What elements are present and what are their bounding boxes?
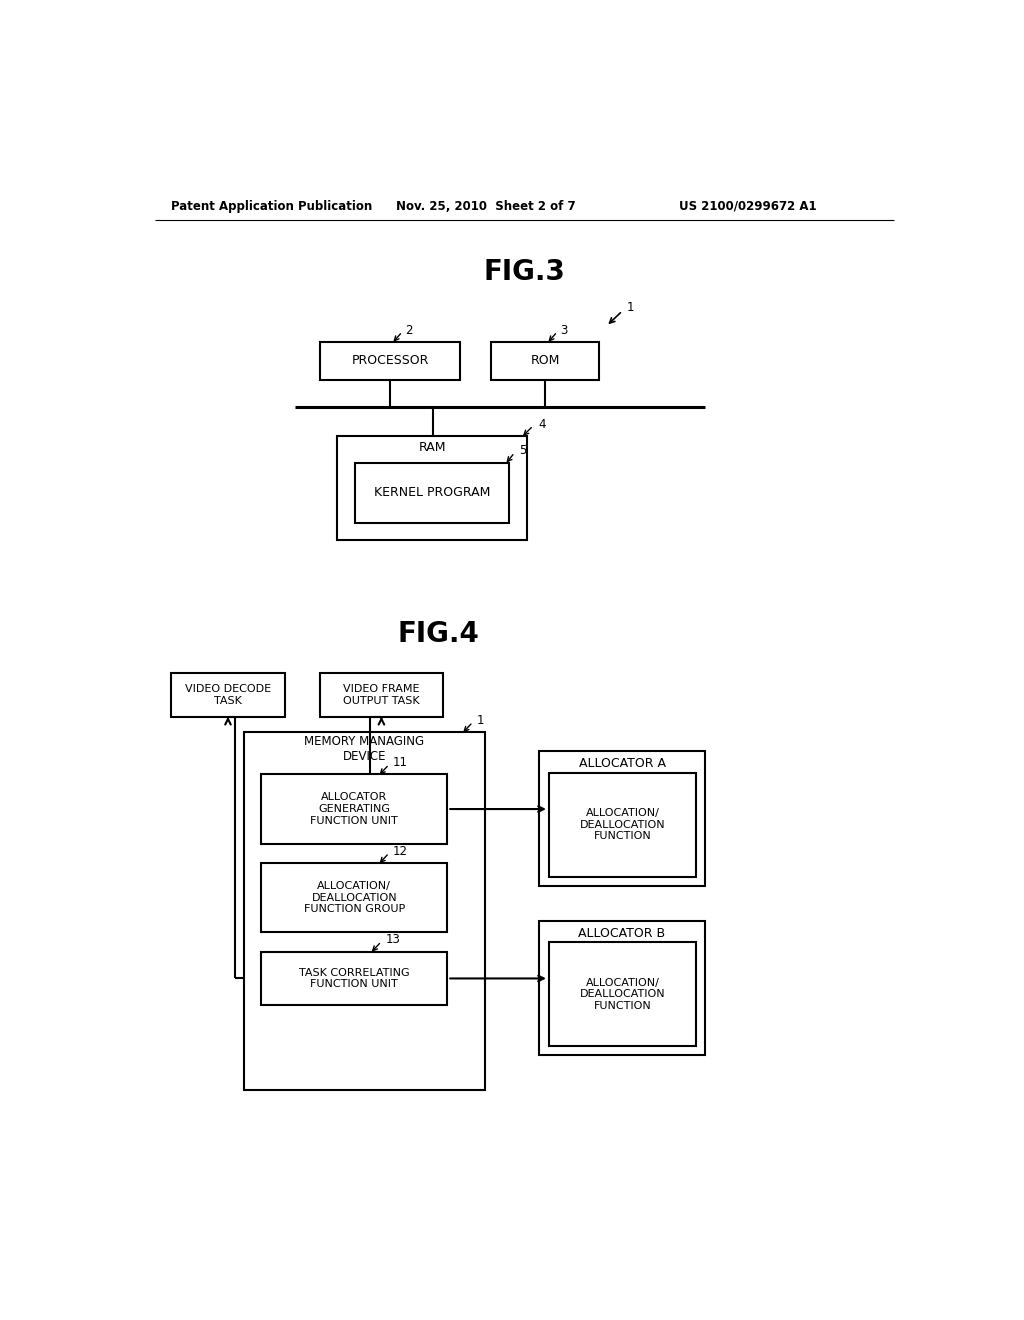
Bar [337,436,527,540]
Text: 2: 2 [406,323,413,337]
Bar [321,673,442,718]
Bar [171,673,286,718]
Text: 11: 11 [393,756,408,770]
Text: TASK CORRELATING
FUNCTION UNIT: TASK CORRELATING FUNCTION UNIT [299,968,410,989]
Text: ALLOCATION/
DEALLOCATION
FUNCTION GROUP: ALLOCATION/ DEALLOCATION FUNCTION GROUP [304,880,404,915]
Text: 3: 3 [560,323,568,337]
Text: MEMORY MANAGING
DEVICE: MEMORY MANAGING DEVICE [304,735,424,763]
Text: RAM: RAM [419,441,445,454]
Text: 1: 1 [477,714,484,727]
Text: VIDEO DECODE
TASK: VIDEO DECODE TASK [185,684,271,706]
Text: KERNEL PROGRAM: KERNEL PROGRAM [374,486,490,499]
Bar [549,942,696,1047]
Text: ALLOCATOR B: ALLOCATOR B [579,927,666,940]
Text: Patent Application Publication: Patent Application Publication [171,199,372,213]
Text: FIG.4: FIG.4 [397,620,479,648]
Bar [261,863,447,932]
Text: 13: 13 [385,933,400,946]
Bar [539,751,706,886]
Text: VIDEO FRAME
OUTPUT TASK: VIDEO FRAME OUTPUT TASK [343,684,420,706]
Text: 1: 1 [627,301,634,314]
Bar [549,774,696,876]
Text: 4: 4 [538,417,546,430]
Text: FIG.3: FIG.3 [484,259,565,286]
Bar [490,342,599,380]
Text: ALLOCATION/
DEALLOCATION
FUNCTION: ALLOCATION/ DEALLOCATION FUNCTION [580,978,666,1011]
Bar [261,775,447,843]
Text: ALLOCATOR
GENERATING
FUNCTION UNIT: ALLOCATOR GENERATING FUNCTION UNIT [310,792,398,825]
Text: ALLOCATION/
DEALLOCATION
FUNCTION: ALLOCATION/ DEALLOCATION FUNCTION [580,808,666,841]
Text: 12: 12 [393,845,408,858]
Bar [261,952,447,1006]
Bar [245,733,484,1090]
Text: US 2100/0299672 A1: US 2100/0299672 A1 [679,199,817,213]
Text: 5: 5 [519,445,526,458]
Text: ALLOCATOR A: ALLOCATOR A [579,758,666,770]
Text: PROCESSOR: PROCESSOR [351,354,429,367]
Text: ROM: ROM [530,354,560,367]
Bar [321,342,460,380]
Bar [355,462,509,523]
Bar [539,921,706,1056]
Text: Nov. 25, 2010  Sheet 2 of 7: Nov. 25, 2010 Sheet 2 of 7 [396,199,575,213]
